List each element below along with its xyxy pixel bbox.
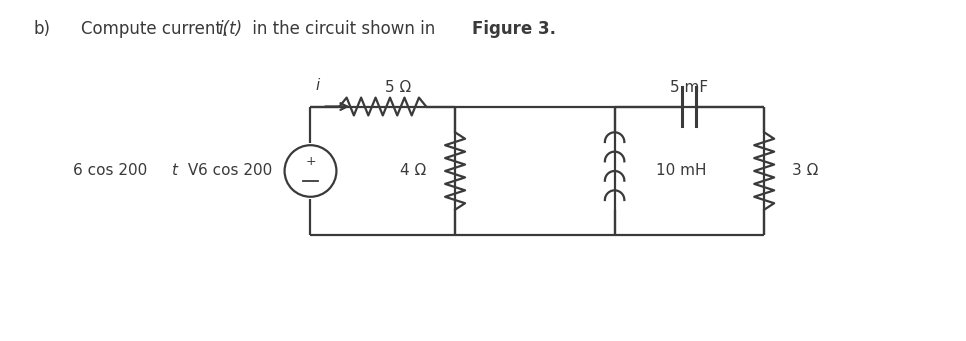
Text: 3 Ω: 3 Ω	[792, 163, 818, 178]
Text: Compute current,: Compute current,	[81, 20, 233, 38]
Text: 4 Ω: 4 Ω	[400, 163, 426, 178]
Text: Figure 3.: Figure 3.	[472, 20, 556, 38]
Text: t: t	[171, 163, 177, 178]
Text: 10 mH: 10 mH	[657, 163, 707, 178]
Text: i(t): i(t)	[218, 20, 242, 38]
Text: 5 mF: 5 mF	[670, 79, 708, 94]
Text: i: i	[315, 78, 320, 93]
Text: b): b)	[33, 20, 50, 38]
Text: 5 Ω: 5 Ω	[384, 79, 411, 94]
Text: 6 cos 200: 6 cos 200	[198, 163, 272, 178]
Text: V: V	[183, 163, 198, 178]
Text: 6 cos 200: 6 cos 200	[200, 163, 274, 178]
Text: +: +	[305, 155, 316, 168]
Text: 6 cos 200: 6 cos 200	[73, 163, 148, 178]
Text: in the circuit shown in: in the circuit shown in	[246, 20, 440, 38]
